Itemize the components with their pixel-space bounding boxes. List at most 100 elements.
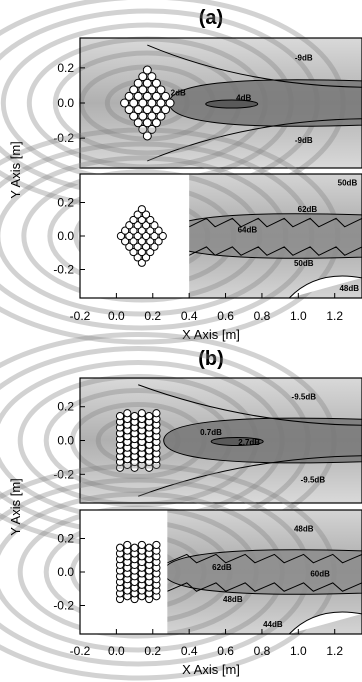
plot-a-bottom: 50dB 62dB 64dB 50dB 48dB 0.2 0.0 -0.2 -0.2 0.0 0.2…	[0, 127, 362, 345]
array-element	[137, 237, 146, 246]
plot-b-top: -9.5dB 0.7dB 2.7dB -9.5dB 0.2 0.0 -0.2	[0, 332, 362, 549]
array-element	[133, 118, 143, 128]
y-tick-label: 0.2	[57, 531, 74, 545]
array-element	[142, 65, 152, 75]
contour-label: 60dB	[310, 570, 330, 579]
array-element	[151, 105, 161, 115]
inner-contour	[210, 437, 264, 446]
array-element	[141, 231, 151, 241]
panel-label: (b)	[198, 348, 224, 370]
panel-label: (a)	[199, 7, 223, 29]
array-element	[141, 253, 151, 262]
array-element	[125, 221, 134, 230]
array-element	[115, 411, 125, 421]
array-element	[158, 231, 167, 241]
contour-label: 2dB	[171, 88, 186, 97]
array-elements	[116, 205, 167, 267]
y-tick-label: 0.0	[57, 229, 74, 243]
array-element	[161, 91, 171, 101]
contour-label: 62dB	[212, 563, 232, 572]
array-element	[147, 111, 157, 121]
y-tick-label: -0.2	[53, 467, 74, 481]
array-element	[121, 237, 130, 246]
main-lobe	[168, 79, 362, 127]
array-element	[124, 105, 134, 115]
array-element	[152, 409, 161, 418]
array-element	[146, 247, 155, 257]
y-tick-label: 0.0	[57, 565, 74, 579]
array-element	[141, 242, 151, 251]
contour-line	[167, 553, 362, 564]
x-tick-label: 1.2	[326, 309, 343, 323]
array-element	[142, 78, 152, 88]
array-element	[152, 540, 161, 550]
contour-line	[147, 118, 362, 162]
contour-label: 48dB	[294, 524, 314, 533]
array-element	[133, 210, 142, 219]
array-element	[137, 226, 146, 235]
y-tick-label: 0.2	[57, 400, 74, 414]
array-element	[129, 226, 138, 235]
x-axis-title: X Axis [m]	[182, 327, 240, 342]
array-element	[151, 91, 161, 101]
array-element	[129, 247, 138, 257]
y-tick-label: -0.2	[53, 599, 74, 613]
contour-label: -9.5dB	[301, 475, 326, 484]
array-elements	[115, 540, 161, 604]
array-elements	[120, 65, 175, 141]
array-element	[133, 105, 143, 115]
array-element	[137, 540, 146, 550]
y-tick-label: 0.0	[57, 96, 74, 110]
y-axis-title: Y Axis [m]	[8, 141, 23, 199]
x-tick-label: 0.8	[254, 644, 271, 658]
array-element	[129, 98, 139, 108]
contour-label: 64dB	[238, 225, 258, 234]
array-element	[145, 543, 154, 552]
contour-line	[147, 44, 362, 88]
array-element	[124, 91, 134, 101]
array-element	[142, 131, 152, 141]
array-element	[150, 221, 159, 230]
contour-region	[288, 611, 362, 635]
array-element	[137, 215, 146, 225]
inner-contour	[205, 99, 259, 109]
array-element	[138, 98, 148, 108]
x-tick-label: 1.0	[290, 309, 307, 323]
array-element	[154, 226, 163, 235]
array-element	[146, 237, 155, 246]
x-tick-label: 1.0	[290, 644, 307, 658]
contour-label: 62dB	[298, 205, 318, 214]
array-element	[129, 215, 138, 225]
x-axis-title: X Axis [m]	[182, 662, 240, 677]
array-element	[156, 98, 166, 108]
contour-label: 48dB	[223, 595, 243, 604]
y-tick-label: 0.0	[57, 434, 74, 448]
x-tick-label: 0.4	[181, 309, 198, 323]
array-element	[156, 111, 166, 121]
x-tick-label: 0.4	[181, 644, 198, 658]
contour-label: 48dB	[339, 284, 359, 293]
array-element	[141, 210, 151, 219]
array-element	[150, 242, 159, 251]
array-element	[115, 543, 125, 552]
y-tick-label: -0.2	[53, 263, 74, 277]
panel-a: (a)-9dB2dB4dB-9dB0.20.0-0.250dB62dB64dB5…	[0, 0, 362, 345]
array-element	[150, 231, 159, 241]
x-tick-label: 0.0	[108, 644, 125, 658]
contour-line	[138, 455, 362, 497]
array-element	[125, 231, 134, 241]
array-element	[142, 105, 152, 115]
contour-line	[167, 582, 362, 592]
x-tick-label: 0.8	[254, 309, 271, 323]
array-element	[129, 111, 139, 121]
array-element	[133, 91, 143, 101]
array-element	[133, 221, 142, 230]
array-element	[145, 411, 154, 421]
array-elements	[115, 409, 161, 472]
plot-b-bottom: 48dB 62dB 60dB 48dB 44dB 0.2 0.0 -0.2 -0.2 0.0 0.2…	[0, 463, 362, 681]
contour-line	[188, 217, 362, 228]
x-tick-label: 1.2	[326, 644, 343, 658]
array-element	[129, 237, 138, 246]
contour-label: 44dB	[263, 620, 283, 629]
